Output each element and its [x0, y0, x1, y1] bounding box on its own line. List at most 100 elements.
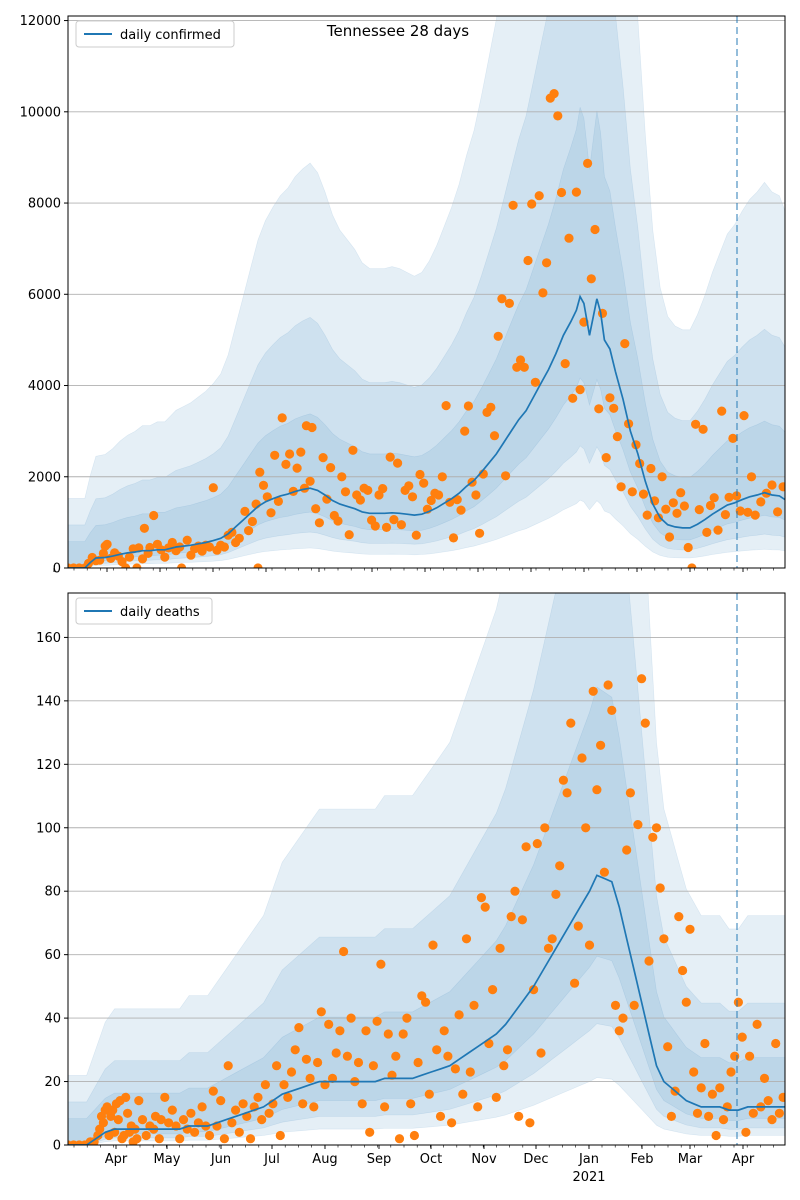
scatter-point [424, 1089, 434, 1099]
x-tick-label: Feb [630, 1152, 653, 1167]
scatter-point [767, 1115, 777, 1125]
scatter-point [353, 1057, 364, 1068]
confirmed-uncertainty-bands [68, 16, 785, 568]
scatter-point [733, 997, 744, 1007]
scatter-point [702, 527, 712, 538]
scatter-point [275, 1130, 285, 1141]
scatter-point [208, 1086, 218, 1096]
x-tick-label: May [154, 1152, 181, 1167]
scatter-point [432, 1045, 442, 1055]
scatter-point [553, 111, 563, 121]
scatter-point [178, 1115, 189, 1125]
scatter-point [227, 1118, 237, 1128]
scatter-point [581, 823, 591, 833]
scatter-point [301, 1054, 311, 1064]
scatter-point [318, 453, 328, 463]
scatter-point [694, 505, 704, 515]
scatter-point [339, 946, 349, 957]
scatter-point [519, 362, 529, 372]
scatter-point [527, 199, 537, 209]
scatter-point [273, 496, 283, 506]
scatter-point [691, 419, 701, 429]
scatter-point [601, 453, 611, 463]
scatter-point [463, 401, 473, 411]
scatter-point [594, 404, 604, 414]
legend-box [75, 597, 213, 625]
scatter-point [234, 1127, 244, 1137]
scatter-point [728, 433, 738, 443]
scatter-point [540, 823, 550, 833]
scatter-point [571, 187, 582, 197]
scatter-point [428, 940, 438, 950]
scatter-point [741, 1127, 751, 1137]
chart-title: Tennessee 28 days [326, 22, 469, 40]
scatter-point [124, 552, 135, 562]
scatter-point [355, 495, 365, 505]
scatter-point [182, 535, 192, 545]
legend-box [75, 20, 235, 48]
x-tick-label: Apr [105, 1152, 128, 1167]
scatter-point [530, 377, 541, 387]
scatter-point [763, 1096, 773, 1106]
scatter-point [555, 861, 565, 871]
x-tick-label: Oct [420, 1152, 442, 1167]
scatter-point [227, 527, 237, 538]
scatter-point [253, 1092, 263, 1102]
scatter-point [394, 1134, 405, 1144]
scatter-point [322, 494, 332, 504]
scatter-point [674, 912, 684, 922]
scatter-point [756, 497, 766, 507]
scatter-point [285, 449, 295, 459]
band-inner [68, 686, 785, 1145]
scatter-point [687, 563, 697, 568]
y-tick-label: 0 [53, 1139, 61, 1154]
scatter-point [532, 839, 542, 849]
scatter-point [435, 1111, 446, 1121]
scatter-point [715, 1083, 725, 1093]
scatter-point [326, 463, 336, 473]
scatter-point [439, 1026, 449, 1036]
scatter-point [685, 924, 695, 934]
scatter-point [759, 1073, 770, 1083]
scatter-point [465, 1067, 475, 1077]
scatter-point [154, 1134, 164, 1144]
scatter-point [556, 187, 567, 198]
scatter-point [139, 523, 149, 533]
scatter-point [333, 516, 343, 526]
scatter-point [208, 483, 218, 493]
scatter-point [281, 459, 291, 469]
scatter-point [279, 1080, 289, 1090]
scatter-point [521, 842, 531, 852]
scatter-point [683, 542, 693, 553]
scatter-point [454, 1010, 464, 1020]
scatter-point [713, 525, 723, 535]
scatter-point [380, 1102, 390, 1112]
scatter-point [307, 422, 317, 433]
scatter-point [646, 463, 656, 474]
scatter-point [562, 788, 572, 798]
scatter-point [337, 472, 347, 482]
scatter-point [616, 482, 626, 492]
scatter-point [413, 1057, 423, 1068]
scatter-point [506, 912, 516, 922]
x-tick-label: Nov [471, 1152, 497, 1167]
scatter-point [730, 1051, 740, 1061]
scatter-point [348, 445, 358, 455]
scatter-point [177, 563, 187, 568]
scatter-point [633, 820, 643, 830]
scatter-point [458, 1089, 468, 1099]
scatter-point [610, 1000, 621, 1011]
scatter-point [204, 1130, 215, 1141]
scatter-point [629, 1000, 639, 1011]
scatter-point [331, 1048, 341, 1058]
scatter-point [372, 1016, 382, 1026]
confirmed-legend: daily confirmed [75, 20, 235, 48]
scatter-point [655, 883, 665, 893]
band-middle [68, 593, 785, 1145]
deaths-line-series [68, 874, 785, 1145]
scatter-point [570, 978, 580, 988]
scatter-point [774, 1108, 785, 1118]
scatter-point [568, 393, 578, 403]
scatter-point [407, 492, 418, 502]
